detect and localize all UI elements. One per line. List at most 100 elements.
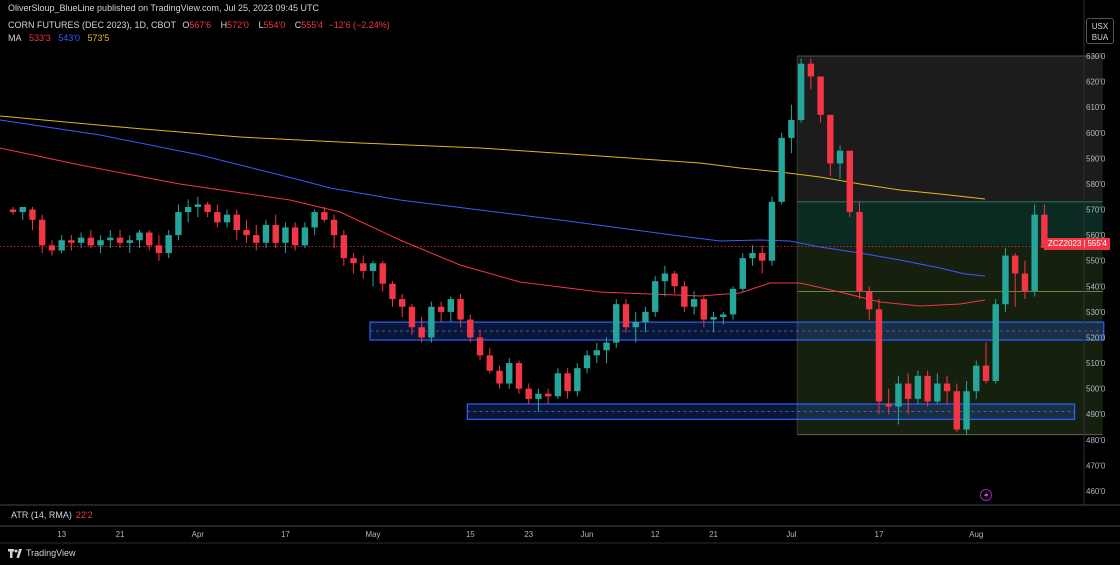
candle-body: [992, 304, 999, 381]
candle: [515, 360, 523, 394]
candle: [895, 375, 902, 425]
candle: [301, 222, 309, 248]
price-tick-label: 550'0: [1086, 257, 1106, 266]
candle-body: [175, 212, 182, 236]
candle: [97, 235, 104, 254]
candle: [146, 230, 153, 251]
candle: [535, 388, 542, 412]
candle: [38, 214, 46, 254]
candle-body: [428, 306, 435, 338]
candle: [262, 219, 270, 248]
time-tick-label: 12: [651, 530, 660, 539]
candle-body: [593, 350, 600, 356]
candle: [642, 306, 649, 333]
candle-body: [544, 393, 552, 397]
time-tick-label: 15: [466, 530, 475, 539]
candle-body: [457, 299, 464, 320]
time-tick-label: 23: [524, 530, 533, 539]
candle-body: [68, 240, 75, 243]
candle-body: [973, 365, 980, 392]
candle: [846, 150, 853, 218]
candle-body: [136, 232, 143, 241]
lightning-icon-bolt: [984, 491, 989, 500]
candle: [788, 104, 795, 154]
candle: [1041, 204, 1048, 251]
candle-body: [729, 288, 737, 315]
currency-unit-button[interactable]: USX BUA: [1086, 18, 1114, 44]
candle: [389, 281, 396, 307]
candle: [29, 206, 36, 230]
candle: [77, 232, 85, 248]
candle-body: [749, 253, 756, 259]
candle-body: [243, 230, 250, 236]
candle: [9, 206, 17, 215]
candle-body: [467, 319, 474, 338]
candle-body: [924, 375, 931, 402]
price-tick-label: 520'0: [1086, 333, 1106, 342]
candle: [506, 357, 513, 389]
candle: [321, 206, 328, 223]
ma-legend[interactable]: MA 533'3 543'0 573'5: [8, 33, 114, 43]
tradingview-logo-icon: [8, 548, 22, 558]
candle: [223, 209, 231, 228]
candle: [973, 360, 980, 399]
candle-body: [681, 286, 688, 307]
candle-body: [710, 317, 717, 320]
price-tick-label: 560'0: [1086, 231, 1106, 240]
candle: [583, 350, 591, 374]
candle-body: [856, 212, 863, 292]
candle-body: [107, 237, 114, 241]
candle: [982, 342, 990, 384]
candle: [904, 373, 912, 415]
price-tick-label: 580'0: [1086, 180, 1106, 189]
candle-body: [408, 306, 416, 328]
candle: [797, 58, 805, 123]
candle-body: [671, 273, 678, 287]
atr-label: ATR (14, RMA): [11, 510, 72, 520]
candle-body: [87, 237, 95, 246]
price-tick-label: 630'0: [1086, 52, 1106, 61]
candle: [311, 209, 318, 236]
candle: [681, 281, 688, 312]
tradingview-logo[interactable]: TradingView: [8, 548, 76, 558]
time-tick-label: 13: [57, 530, 66, 539]
candle: [467, 314, 474, 343]
candle-body: [574, 368, 581, 392]
price-tick-label: 620'0: [1086, 78, 1106, 87]
candle: [1021, 260, 1029, 300]
candle-body: [214, 212, 221, 223]
candle-body: [321, 212, 328, 220]
candle: [574, 363, 581, 397]
candle-body: [77, 237, 85, 243]
candle-body: [759, 253, 766, 261]
candle: [554, 368, 562, 399]
candle-body: [914, 375, 922, 399]
candle-body: [9, 209, 17, 213]
atr-legend[interactable]: ATR (14, RMA) 22'2: [11, 510, 93, 520]
candle-body: [165, 235, 172, 254]
candle-body: [554, 373, 562, 397]
candle-body: [963, 391, 970, 430]
candle: [155, 235, 163, 261]
candle: [836, 145, 844, 179]
candle: [720, 311, 727, 325]
price-tick-label: 530'0: [1086, 308, 1106, 317]
candle: [19, 206, 26, 220]
candle-body: [1031, 214, 1038, 292]
candle-body: [622, 304, 630, 328]
candle: [943, 375, 951, 404]
time-tick-label: 17: [281, 530, 290, 539]
candle-body: [525, 388, 532, 399]
candle: [369, 260, 377, 287]
candle: [739, 253, 746, 292]
candle: [651, 276, 659, 317]
candle-body: [788, 119, 795, 138]
candle: [1011, 253, 1019, 307]
candle: [418, 317, 425, 343]
candle-body: [97, 240, 104, 246]
candle-body: [613, 304, 620, 343]
candle: [116, 230, 124, 248]
candle-body: [642, 311, 649, 323]
candle: [476, 329, 484, 361]
